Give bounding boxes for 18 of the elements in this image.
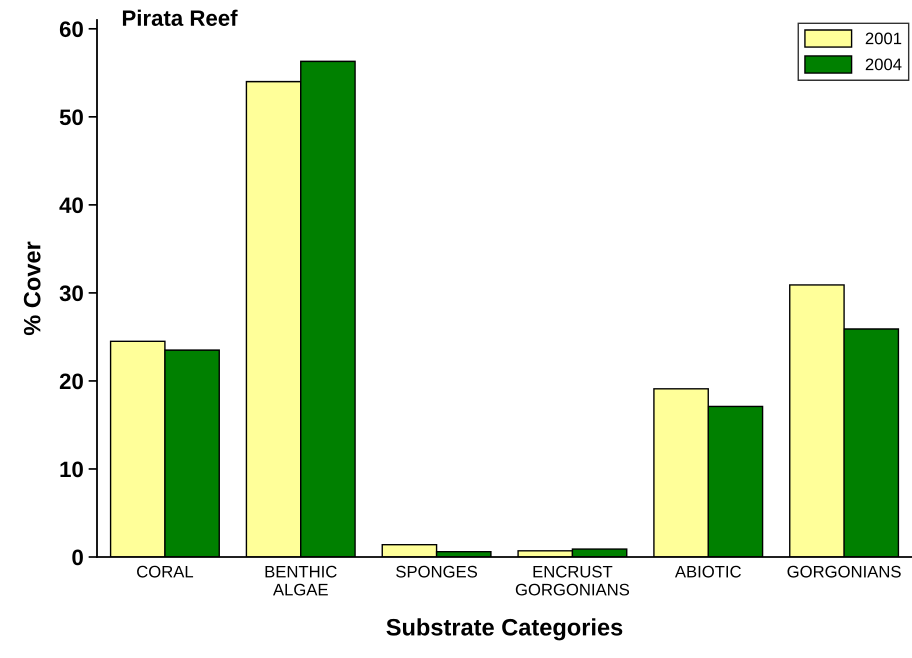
x-tick-label: GORGONIANS bbox=[788, 566, 901, 578]
y-tick-label: 50 bbox=[60, 109, 83, 126]
y-tick-label: 40 bbox=[59, 197, 83, 214]
x-tick-label: ABIOTIC bbox=[674, 566, 741, 578]
x-tick-label: SPONGES bbox=[396, 566, 478, 578]
chart-title: Pirata Reef bbox=[122, 10, 238, 26]
x-axis-title: Substrate Categories bbox=[386, 618, 622, 640]
y-axis-title: % Cover bbox=[24, 242, 41, 336]
y-tick-label: 20 bbox=[60, 373, 83, 390]
y-tick-label: 0 bbox=[72, 550, 83, 566]
x-tick-label: BENTHIC ALGAE bbox=[266, 566, 337, 596]
x-tick-label: CORAL bbox=[137, 566, 194, 578]
y-tick-label: 10 bbox=[60, 462, 83, 478]
x-tick-label: ENCRUST GORGONIANS bbox=[516, 566, 630, 596]
legend-label: 2004 bbox=[866, 58, 902, 70]
y-tick-label: 60 bbox=[60, 21, 83, 38]
y-tick-label: 30 bbox=[60, 285, 83, 302]
legend-label: 2001 bbox=[866, 32, 902, 44]
